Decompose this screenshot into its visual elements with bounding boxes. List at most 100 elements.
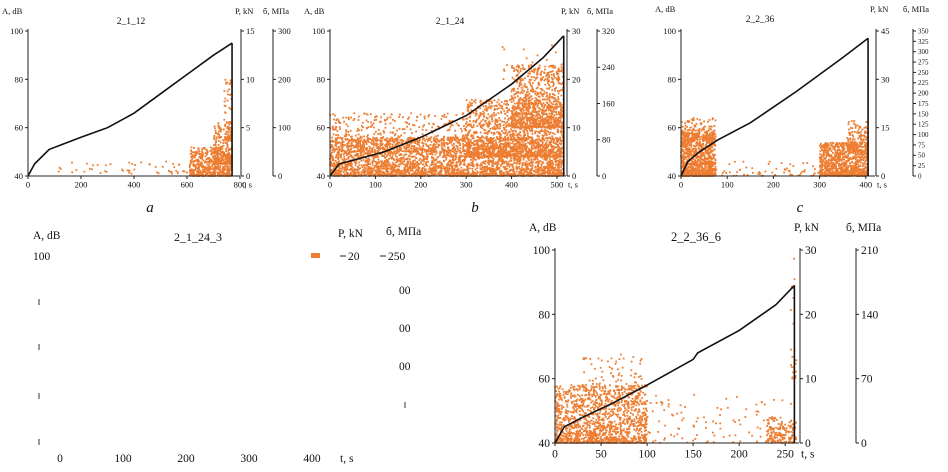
scatter-point xyxy=(385,158,388,161)
scatter-point xyxy=(428,153,431,155)
scatter-point xyxy=(440,173,442,176)
scatter-point xyxy=(353,150,356,153)
scatter-point xyxy=(492,165,495,168)
scatter-point xyxy=(229,134,232,136)
scatter-point xyxy=(454,166,457,169)
scatter-point xyxy=(447,146,449,149)
scatter-point xyxy=(369,147,372,149)
scatter-point xyxy=(554,122,557,124)
scatter-point xyxy=(447,138,450,141)
scatter-point xyxy=(461,155,464,157)
scatter-point xyxy=(463,136,466,139)
scatter-point xyxy=(501,161,504,163)
scatter-point xyxy=(438,161,441,164)
scatter-point xyxy=(475,110,478,113)
scatter-point xyxy=(349,129,352,132)
scatter-point xyxy=(378,170,381,173)
scatter-point xyxy=(190,149,192,152)
scatter-point xyxy=(422,142,425,145)
scatter-point xyxy=(418,140,420,142)
scatter-point xyxy=(461,140,464,142)
scatter-point xyxy=(506,163,509,166)
scatter-point xyxy=(406,138,409,140)
y-tick-label: 60 xyxy=(15,123,24,133)
scatter-point xyxy=(355,153,358,155)
scatter-point xyxy=(381,154,384,157)
scatter-point xyxy=(399,113,401,116)
scatter-point xyxy=(227,136,229,139)
scatter-point xyxy=(436,137,438,140)
scatter-point xyxy=(522,168,525,171)
scatter-point xyxy=(489,169,491,171)
scatter-point xyxy=(533,151,536,154)
scatter-point xyxy=(346,142,349,145)
scatter-point xyxy=(380,153,383,155)
scatter-point xyxy=(511,142,513,145)
scatter-point xyxy=(445,156,448,159)
scatter-point xyxy=(419,157,422,160)
scatter-point xyxy=(404,150,407,153)
scatter-point xyxy=(220,136,223,138)
scatter-point xyxy=(494,144,497,147)
scatter-point xyxy=(218,137,221,139)
scatter-point xyxy=(92,164,94,167)
scatter-point xyxy=(405,140,408,143)
scatter-point xyxy=(383,131,386,134)
scatter-point xyxy=(229,156,232,159)
scatter-point xyxy=(534,132,537,135)
scatter-point xyxy=(557,139,560,142)
scatter-point xyxy=(481,157,483,159)
scatter-point xyxy=(221,148,224,150)
scatter-point xyxy=(532,161,535,164)
scatter-point xyxy=(542,138,545,141)
scatter-point xyxy=(462,149,465,151)
scatter-point xyxy=(546,134,548,137)
scatter-point xyxy=(407,146,409,149)
scatter-point xyxy=(483,169,486,171)
scatter-point xyxy=(501,107,504,110)
scatter-point xyxy=(58,166,61,169)
scatter-point xyxy=(368,149,370,152)
scatter-point xyxy=(363,171,365,174)
scatter-point xyxy=(340,137,343,140)
scatter-point xyxy=(438,126,440,128)
scatter-point xyxy=(503,162,505,165)
scatter-point xyxy=(491,170,494,173)
scatter-point xyxy=(453,169,455,171)
scatter-point xyxy=(189,169,191,171)
scatter-point xyxy=(452,154,455,157)
scatter-point xyxy=(552,145,555,148)
scatter-point xyxy=(229,135,231,138)
scatter-point xyxy=(374,161,377,163)
scatter-point xyxy=(394,138,396,141)
scatter-points xyxy=(57,78,233,177)
scatter-point xyxy=(416,163,419,165)
scatter-point xyxy=(219,164,222,167)
scatter-point xyxy=(446,143,449,145)
scatter-point xyxy=(207,158,210,160)
scatter-point xyxy=(559,158,562,161)
scatter-point xyxy=(521,141,524,144)
scatter-point xyxy=(516,159,518,162)
scatter-point xyxy=(350,150,353,153)
scatter-point xyxy=(534,145,537,148)
scatter-point xyxy=(549,100,552,103)
scatter-point xyxy=(479,107,482,110)
scatter-point xyxy=(458,141,460,143)
scatter-point xyxy=(206,150,208,152)
scatter-point xyxy=(376,138,379,141)
scatter-point xyxy=(427,149,429,151)
scatter-point xyxy=(450,162,453,165)
scatter-point xyxy=(346,172,348,174)
scatter-point xyxy=(511,113,513,116)
scatter-point xyxy=(226,155,229,157)
scatter-point xyxy=(364,149,367,151)
scatter-point xyxy=(403,150,406,153)
scatter-point xyxy=(437,139,440,142)
scatter-point xyxy=(332,113,335,116)
scatter-point xyxy=(226,152,229,155)
scatter-point xyxy=(498,135,501,138)
scatter-point xyxy=(537,120,540,122)
scatter-point xyxy=(376,143,379,146)
scatter-point xyxy=(506,167,509,170)
